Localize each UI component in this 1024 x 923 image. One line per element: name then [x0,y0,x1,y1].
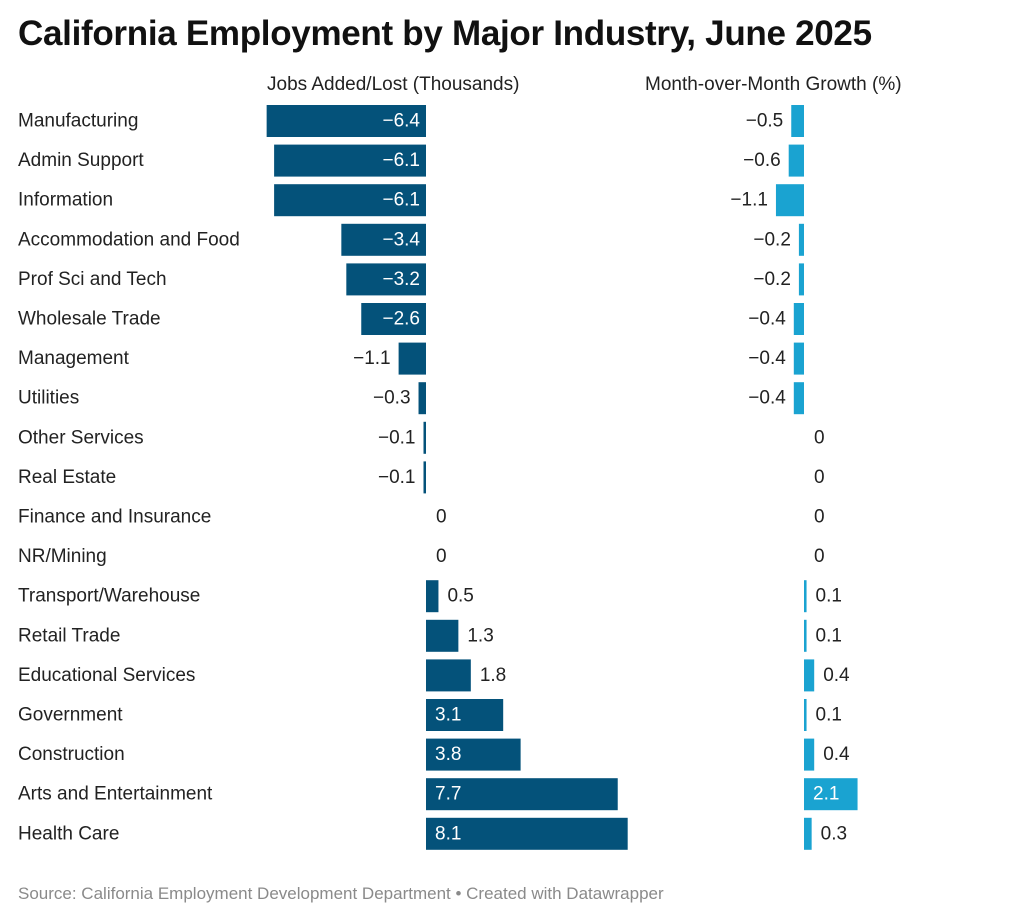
category-label-accommodation-and-food: Accommodation and Food [18,229,240,250]
jobs-value-label-finance-and-insurance: 0 [436,507,447,528]
category-label-information: Information [18,190,113,211]
category-label-construction: Construction [18,744,125,765]
source-note: Source: California Employment Developmen… [18,884,664,903]
growth-bar-arts-and-entertainment [804,778,858,811]
growth-value-label-construction: 0.4 [823,744,850,765]
growth-value-label-health-care: 0.3 [821,823,847,844]
category-label-finance-and-insurance: Finance and Insurance [18,507,211,528]
growth-bar-utilities [793,382,804,415]
category-label-retail-trade: Retail Trade [18,625,120,646]
growth-value-label-real-estate: 0 [814,467,825,488]
jobs-value-label-retail-trade: 1.3 [467,625,493,646]
growth-value-label-wholesale-trade: −0.4 [748,309,786,330]
growth-bar-retail-trade [804,619,807,652]
jobs-bar-utilities [418,382,426,415]
jobs-value-label-real-estate: −0.1 [378,467,416,488]
jobs-bar-admin-support [274,144,426,177]
growth-column-header: Month-over-Month Growth (%) [645,74,902,95]
category-label-government: Government [18,705,123,726]
growth-value-label-accommodation-and-food: −0.2 [753,229,791,250]
category-label-transport-warehouse: Transport/Warehouse [18,586,200,607]
growth-bar-information [775,184,804,217]
growth-bar-admin-support [788,144,804,177]
category-label-health-care: Health Care [18,823,119,844]
growth-bar-management [793,342,804,375]
jobs-value-label-prof-sci-and-tech: −3.2 [382,269,420,290]
category-label-admin-support: Admin Support [18,150,144,171]
category-label-educational-services: Educational Services [18,665,195,686]
growth-bar-manufacturing [791,105,804,137]
category-label-prof-sci-and-tech: Prof Sci and Tech [18,269,167,290]
jobs-value-label-arts-and-entertainment: 7.7 [435,784,461,805]
growth-value-label-government: 0.1 [816,705,842,726]
growth-value-label-prof-sci-and-tech: −0.2 [753,269,791,290]
growth-value-label-arts-and-entertainment: 2.1 [813,784,839,805]
category-label-other-services: Other Services [18,427,144,448]
growth-bars: −0.5 −0.6 −1.1 −0.2 −0.2 −0.4 −0.4 −0.4 0 0 0 0 0.1 0… [730,105,858,850]
jobs-bar-wholesale-trade [361,303,426,335]
growth-value-label-transport-warehouse: 0.1 [816,586,842,607]
jobs-bar-arts-and-entertainment [426,778,618,811]
jobs-value-label-utilities: −0.3 [373,388,411,409]
category-label-wholesale-trade: Wholesale Trade [18,309,161,330]
jobs-bar-health-care [426,817,628,850]
jobs-bar-government [426,699,504,731]
jobs-value-label-other-services: −0.1 [378,427,416,448]
jobs-value-label-nr-mining: 0 [436,546,447,567]
jobs-value-label-construction: 3.8 [435,744,461,765]
growth-bar-transport-warehouse [804,580,807,613]
growth-value-label-nr-mining: 0 [814,546,825,567]
jobs-bar-manufacturing [266,105,426,137]
jobs-bar-accommodation-and-food [341,223,426,256]
jobs-bar-construction [426,738,521,771]
jobs-value-label-government: 3.1 [435,705,461,726]
chart-title: California Employment by Major Industry,… [18,14,872,53]
jobs-bars: −6.4 −6.1 −6.1 −3.4 −3.2 −2.6 −1.1 −0.3 −0.1 −0.1… [266,105,628,850]
jobs-column-header: Jobs Added/Lost (Thousands) [267,74,520,95]
jobs-bar-other-services [423,421,426,454]
growth-bar-health-care [804,817,812,850]
category-label-real-estate: Real Estate [18,467,116,488]
jobs-bar-real-estate [423,461,426,494]
growth-value-label-other-services: 0 [814,427,825,448]
jobs-bar-educational-services [426,659,471,692]
growth-bar-government [804,699,807,731]
category-label-management: Management [18,348,130,369]
jobs-bar-information [274,184,426,217]
growth-value-label-finance-and-insurance: 0 [814,507,825,528]
jobs-bar-management [398,342,426,375]
category-label-nr-mining: NR/Mining [18,546,107,567]
growth-bar-accommodation-and-food [798,223,804,256]
jobs-value-label-health-care: 8.1 [435,823,461,844]
growth-value-label-educational-services: 0.4 [823,665,850,686]
jobs-value-label-educational-services: 1.8 [480,665,506,686]
jobs-value-label-wholesale-trade: −2.6 [382,309,420,330]
jobs-value-label-accommodation-and-food: −3.4 [382,229,420,250]
jobs-bar-prof-sci-and-tech [346,263,426,296]
jobs-value-label-management: −1.1 [353,348,391,369]
jobs-value-label-admin-support: −6.1 [382,150,420,171]
growth-value-label-admin-support: −0.6 [743,150,781,171]
growth-value-label-manufacturing: −0.5 [746,111,784,132]
category-labels: Manufacturing Admin Support Information Acc… [18,111,240,845]
category-label-utilities: Utilities [18,388,79,409]
growth-value-label-information: −1.1 [730,190,768,211]
jobs-bar-retail-trade [426,619,459,652]
jobs-bar-transport-warehouse [426,580,439,613]
growth-bar-wholesale-trade [793,303,804,335]
category-label-arts-and-entertainment: Arts and Entertainment [18,784,213,805]
jobs-value-label-manufacturing: −6.4 [382,111,420,132]
growth-value-label-utilities: −0.4 [748,388,786,409]
growth-bar-construction [804,738,815,771]
growth-bar-educational-services [804,659,815,692]
jobs-value-label-transport-warehouse: 0.5 [447,586,473,607]
growth-value-label-management: −0.4 [748,348,786,369]
category-label-manufacturing: Manufacturing [18,111,138,132]
growth-value-label-retail-trade: 0.1 [816,625,842,646]
growth-bar-prof-sci-and-tech [798,263,804,296]
jobs-value-label-information: −6.1 [382,190,420,211]
